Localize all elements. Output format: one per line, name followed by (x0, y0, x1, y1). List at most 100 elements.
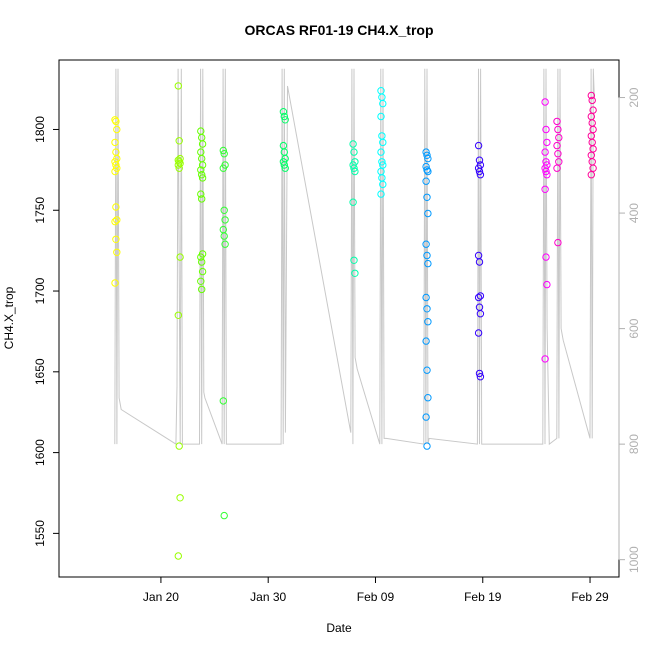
data-point (553, 164, 561, 172)
data-point (281, 164, 289, 172)
data-point (379, 180, 387, 189)
right-tick-label: 600 (627, 318, 641, 338)
altitude-trace-line (114, 68, 595, 446)
y-tick-label: 1700 (33, 277, 47, 304)
data-point (111, 138, 119, 147)
data-point (423, 442, 431, 450)
data-point (587, 91, 595, 100)
data-point (174, 161, 183, 169)
data-point (474, 164, 483, 172)
data-point (541, 164, 549, 172)
data-point (113, 125, 121, 134)
data-point (542, 125, 550, 134)
data-point (422, 337, 430, 345)
data-point (198, 171, 206, 179)
data-point (474, 141, 483, 150)
data-point (379, 138, 387, 147)
data-point (423, 305, 431, 313)
y-axis-label: CH4.X_trop (2, 286, 16, 349)
data-point (197, 190, 205, 198)
y-tick-label: 1650 (33, 358, 47, 385)
data-point (198, 174, 207, 182)
data-point (198, 285, 206, 294)
data-point (475, 369, 484, 378)
data-point (280, 161, 288, 169)
x-tick-label: Jan 20 (143, 590, 179, 604)
data-point (554, 238, 562, 247)
data-point (174, 311, 183, 319)
data-point (219, 146, 228, 155)
data-point (220, 206, 228, 215)
data-point (198, 258, 206, 266)
data-point (198, 154, 206, 163)
data-point (588, 119, 596, 127)
data-point (475, 167, 484, 176)
data-point (351, 269, 359, 277)
x-axis: Jan 20 Jan 30 Feb 09 Feb 19 Feb 29 (143, 576, 609, 604)
data-point (220, 232, 228, 240)
data-point (588, 96, 596, 105)
data-point (476, 292, 485, 300)
data-points-layer (111, 82, 597, 560)
data-point (379, 161, 387, 169)
data-point (112, 203, 120, 211)
y-tick-label: 1600 (33, 439, 47, 466)
data-point (175, 137, 183, 145)
data-point (378, 158, 386, 166)
data-point (422, 148, 430, 156)
data-point (474, 293, 483, 302)
y-tick-label: 1550 (33, 520, 47, 547)
data-point (423, 166, 431, 174)
data-point (350, 164, 358, 172)
data-point (424, 154, 432, 163)
data-point (351, 167, 359, 176)
data-point (543, 280, 551, 289)
x-axis-label: Date (326, 621, 352, 635)
y-tick-label: 1750 (33, 197, 47, 224)
data-point (112, 235, 120, 244)
data-point (543, 138, 551, 147)
data-point (219, 164, 228, 172)
data-point (422, 177, 430, 185)
data-point (377, 112, 385, 121)
chart-title: ORCAS RF01-19 CH4.X_trop (244, 22, 433, 38)
data-point (111, 167, 119, 176)
data-point (113, 216, 121, 224)
data-point (475, 156, 484, 164)
data-point (221, 240, 229, 248)
data-point (111, 116, 119, 124)
data-point (553, 117, 561, 126)
x-tick-label: Feb 29 (571, 590, 609, 604)
right-tick-label: 200 (627, 87, 641, 107)
data-point (198, 267, 207, 276)
data-point (111, 279, 119, 287)
data-point (422, 162, 430, 171)
data-point (220, 511, 228, 520)
data-point (279, 141, 288, 150)
data-point (197, 253, 205, 261)
data-point (379, 99, 387, 108)
data-point (555, 133, 563, 142)
x-tick-label: Feb 09 (357, 590, 395, 604)
data-point (588, 138, 596, 147)
right-tick-label: 400 (627, 203, 641, 223)
data-point (377, 148, 385, 156)
data-point (424, 259, 432, 268)
data-point (113, 248, 121, 257)
data-point (281, 116, 289, 124)
data-point (197, 166, 205, 174)
data-point (541, 98, 549, 106)
data-point (555, 158, 563, 166)
right-tick-label: 1000 (627, 546, 641, 573)
data-point (378, 174, 386, 182)
data-point (280, 112, 288, 121)
data-point (553, 141, 561, 150)
plot-frame (58, 59, 620, 578)
data-point (422, 413, 430, 421)
data-point (423, 251, 431, 260)
x-tick-label: Jan 30 (250, 590, 286, 604)
data-point (197, 277, 205, 285)
right-axis: 200 400 600 800 1000 (618, 87, 641, 573)
data-point (198, 133, 206, 142)
